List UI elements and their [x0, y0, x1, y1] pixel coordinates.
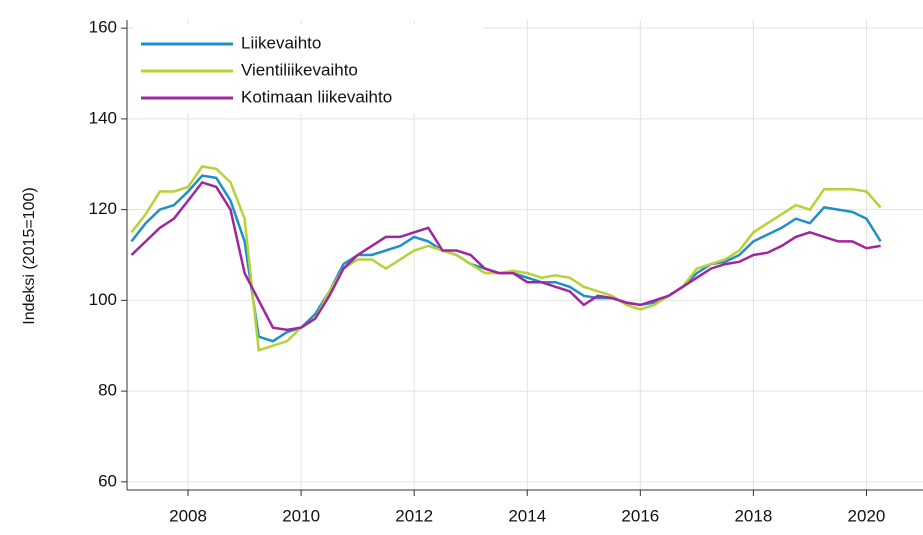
legend-label: Vientiliikevaihto [241, 60, 358, 79]
x-tick-label: 2012 [395, 506, 433, 525]
x-tick-label: 2016 [621, 506, 659, 525]
y-tick-label: 120 [89, 199, 117, 218]
series-line [130, 180, 881, 332]
x-tick-label: 2014 [508, 506, 546, 525]
x-tick-label: 2008 [169, 506, 207, 525]
series-line [130, 174, 882, 343]
x-tick-label: 2018 [734, 506, 772, 525]
series-line [130, 165, 882, 352]
y-tick-label: 80 [98, 381, 117, 400]
legend-label: Kotimaan liikevaihto [241, 87, 392, 106]
legend-label: Liikevaihto [241, 33, 321, 52]
x-tick-label: 2020 [848, 506, 886, 525]
y-tick-label: 160 [89, 18, 117, 37]
y-tick-label: 60 [98, 471, 117, 490]
y-tick-label: 140 [89, 108, 117, 127]
y-axis-label: Indeksi (2015=100) [21, 187, 38, 324]
y-tick-label: 100 [89, 290, 117, 309]
x-tick-label: 2010 [282, 506, 320, 525]
